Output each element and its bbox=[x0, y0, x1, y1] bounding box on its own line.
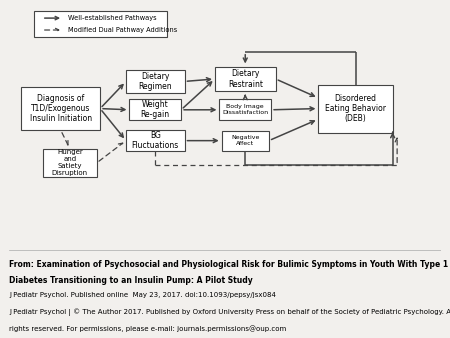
Text: Negative
Affect: Negative Affect bbox=[231, 135, 260, 146]
FancyBboxPatch shape bbox=[130, 99, 181, 120]
FancyBboxPatch shape bbox=[126, 70, 184, 93]
FancyBboxPatch shape bbox=[220, 99, 271, 120]
Text: J Pediatr Psychol. Published online  May 23, 2017. doi:10.1093/pepsy/jsx084: J Pediatr Psychol. Published online May … bbox=[9, 292, 276, 298]
Text: BG
Fluctuations: BG Fluctuations bbox=[131, 131, 179, 150]
FancyBboxPatch shape bbox=[22, 87, 100, 130]
Text: J Pediatr Psychol | © The Author 2017. Published by Oxford University Press on b: J Pediatr Psychol | © The Author 2017. P… bbox=[9, 309, 450, 316]
FancyBboxPatch shape bbox=[126, 130, 184, 151]
Text: Diabetes Transitioning to an Insulin Pump: A Pilot Study: Diabetes Transitioning to an Insulin Pum… bbox=[9, 276, 253, 285]
Text: Hunger
and
Satiety
Disruption: Hunger and Satiety Disruption bbox=[52, 149, 88, 176]
Text: Well-established Pathways: Well-established Pathways bbox=[68, 15, 156, 21]
Text: Diagnosis of
T1D/Exogenous
Insulin Initiation: Diagnosis of T1D/Exogenous Insulin Initi… bbox=[30, 94, 92, 123]
Text: rights reserved. For permissions, please e-mail: journals.permissions@oup.com: rights reserved. For permissions, please… bbox=[9, 325, 286, 332]
Text: Modified Dual Pathway Additions: Modified Dual Pathway Additions bbox=[68, 27, 177, 33]
Text: Body Image
Dissatisfaction: Body Image Dissatisfaction bbox=[222, 104, 268, 115]
FancyBboxPatch shape bbox=[222, 131, 269, 150]
Text: Dietary
Restraint: Dietary Restraint bbox=[228, 69, 263, 89]
Text: From: Examination of Psychosocial and Physiological Risk for Bulimic Symptoms in: From: Examination of Psychosocial and Ph… bbox=[9, 260, 448, 269]
Text: Disordered
Eating Behavior
(DEB): Disordered Eating Behavior (DEB) bbox=[325, 94, 386, 123]
FancyBboxPatch shape bbox=[34, 11, 166, 37]
Text: Weight
Re-gain: Weight Re-gain bbox=[141, 100, 170, 120]
FancyBboxPatch shape bbox=[215, 67, 275, 91]
Text: Dietary
Regimen: Dietary Regimen bbox=[139, 72, 172, 91]
FancyBboxPatch shape bbox=[319, 84, 392, 132]
FancyBboxPatch shape bbox=[43, 149, 97, 177]
